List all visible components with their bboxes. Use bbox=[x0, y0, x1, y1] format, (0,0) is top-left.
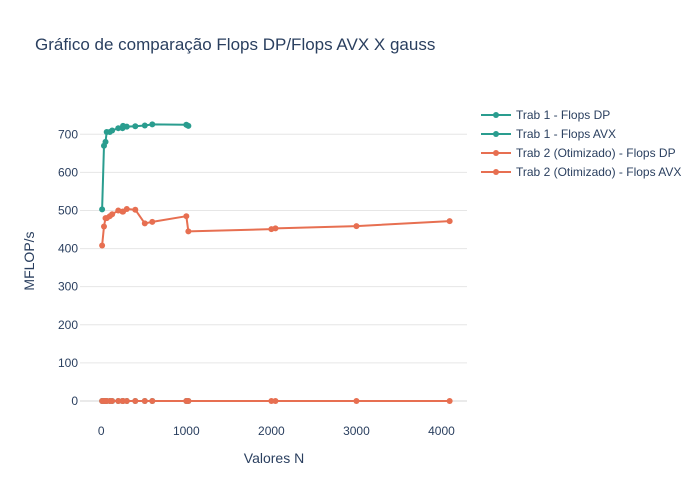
y-tick-label: 0 bbox=[71, 394, 78, 408]
data-point[interactable] bbox=[109, 127, 116, 134]
legend-item[interactable]: Trab 2 (Otimizado) - Flops AVX bbox=[481, 165, 681, 179]
data-point[interactable] bbox=[109, 211, 116, 218]
y-axis-title: MFLOP/s bbox=[21, 231, 37, 290]
y-tick-label: 700 bbox=[58, 127, 78, 141]
legend-marker bbox=[493, 131, 499, 137]
legend-marker bbox=[493, 112, 499, 118]
data-point[interactable] bbox=[185, 122, 192, 129]
legend-label: Trab 2 (Otimizado) - Flops AVX bbox=[516, 165, 681, 179]
data-point[interactable] bbox=[102, 138, 109, 145]
data-point[interactable] bbox=[99, 242, 106, 249]
data-point[interactable] bbox=[115, 125, 122, 132]
data-point[interactable] bbox=[446, 397, 453, 404]
data-point[interactable] bbox=[272, 225, 279, 232]
y-tick-label: 400 bbox=[58, 242, 78, 256]
x-tick-label: 1000 bbox=[173, 424, 200, 438]
x-axis-title: Valores N bbox=[244, 450, 304, 466]
data-point[interactable] bbox=[272, 397, 279, 404]
series-4[interactable] bbox=[99, 397, 453, 404]
x-axis: 0 1000 2000 3000 4000 bbox=[98, 424, 455, 438]
legend-item[interactable]: Trab 2 (Otimizado) - Flops DP bbox=[481, 146, 676, 160]
y-tick-label: 200 bbox=[58, 318, 78, 332]
data-point[interactable] bbox=[115, 397, 122, 404]
legend-label: Trab 2 (Otimizado) - Flops DP bbox=[516, 146, 676, 160]
data-point[interactable] bbox=[149, 218, 156, 225]
series-line bbox=[101, 123, 189, 210]
data-point[interactable] bbox=[183, 213, 190, 220]
y-axis: 0 100 200 300 400 500 600 700 bbox=[58, 127, 78, 408]
data-point[interactable] bbox=[353, 397, 360, 404]
data-point[interactable] bbox=[141, 397, 148, 404]
data-point[interactable] bbox=[109, 397, 116, 404]
data-point[interactable] bbox=[132, 206, 139, 213]
data-point[interactable] bbox=[141, 220, 148, 227]
legend-item[interactable]: Trab 1 - Flops DP bbox=[481, 108, 610, 122]
data-point[interactable] bbox=[100, 223, 107, 230]
data-point[interactable] bbox=[123, 205, 130, 212]
data-point[interactable] bbox=[99, 206, 106, 213]
data-point[interactable] bbox=[141, 122, 148, 129]
legend[interactable]: Trab 1 - Flops DP Trab 1 - Flops AVX Trab … bbox=[481, 108, 681, 179]
data-point[interactable] bbox=[123, 123, 130, 130]
y-tick-label: 500 bbox=[58, 203, 78, 217]
data-point[interactable] bbox=[185, 228, 192, 235]
y-tick-label: 600 bbox=[58, 165, 78, 179]
series-3[interactable] bbox=[99, 205, 453, 249]
data-point[interactable] bbox=[185, 397, 192, 404]
y-tick-label: 300 bbox=[58, 280, 78, 294]
data-point[interactable] bbox=[123, 397, 130, 404]
y-tick-label: 100 bbox=[58, 356, 78, 370]
chart-title: Gráfico de comparação Flops DP/Flops AVX… bbox=[35, 35, 435, 54]
x-tick-label: 2000 bbox=[258, 424, 285, 438]
x-tick-label: 3000 bbox=[343, 424, 370, 438]
grid bbox=[80, 133, 467, 402]
legend-marker bbox=[493, 169, 499, 175]
data-point[interactable] bbox=[353, 223, 360, 230]
data-point[interactable] bbox=[132, 397, 139, 404]
x-tick-label: 0 bbox=[98, 424, 105, 438]
data-point[interactable] bbox=[132, 123, 139, 130]
data-point[interactable] bbox=[149, 397, 156, 404]
data-point[interactable] bbox=[149, 121, 156, 128]
series-1[interactable] bbox=[99, 121, 192, 213]
data-point[interactable] bbox=[446, 218, 453, 225]
legend-label: Trab 1 - Flops DP bbox=[516, 108, 610, 122]
legend-item[interactable]: Trab 1 - Flops AVX bbox=[481, 127, 616, 141]
legend-marker bbox=[493, 150, 499, 156]
legend-label: Trab 1 - Flops AVX bbox=[516, 127, 616, 141]
x-tick-label: 4000 bbox=[428, 424, 455, 438]
plot-area bbox=[99, 121, 453, 404]
